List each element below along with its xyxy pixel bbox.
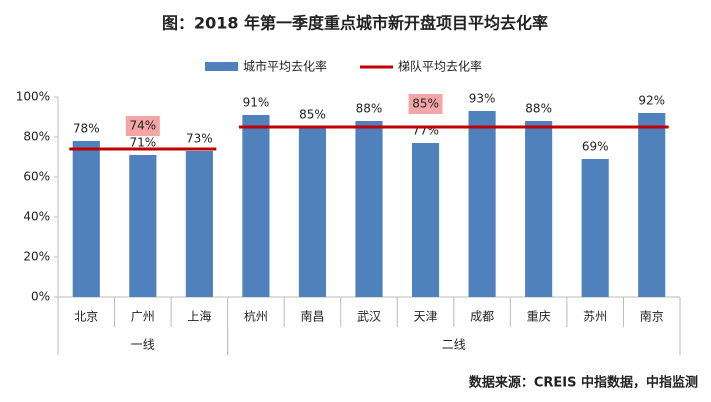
chart-title: 图：2018 年第一季度重点城市新开盘项目平均去化率: [162, 14, 548, 33]
tier-label: 74%: [129, 119, 156, 133]
y-tick-label: 0%: [31, 290, 50, 304]
x-tick-label: 天津: [414, 310, 438, 324]
x-tick-label: 武汉: [357, 310, 381, 324]
tier-label: 85%: [412, 97, 439, 111]
value-label: 91%: [243, 96, 270, 110]
bar: [581, 159, 609, 297]
bar: [355, 121, 383, 297]
value-label: 69%: [582, 140, 609, 154]
bar: [638, 113, 666, 297]
tier-label-box: [125, 116, 160, 136]
value-label: 73%: [186, 132, 213, 146]
bar: [72, 141, 100, 297]
value-label: 92%: [638, 94, 665, 108]
y-tick-label: 100%: [16, 90, 50, 104]
x-tick-label: 广州: [131, 310, 155, 324]
x-tick-label: 杭州: [244, 309, 268, 324]
bar: [468, 111, 496, 297]
value-label: 78%: [73, 122, 100, 136]
bar: [411, 143, 440, 297]
value-label: 88%: [525, 102, 552, 116]
x-tick-label: 苏州: [583, 310, 607, 324]
y-tick-label: 20%: [23, 250, 50, 264]
x-tick-label: 上海: [187, 309, 211, 324]
bar: [242, 115, 270, 297]
bar: [185, 151, 213, 297]
source-note: 数据来源：CREIS 中指数据，中指监测: [469, 375, 698, 391]
x-tick-label: 成都: [470, 310, 494, 324]
bar: [129, 155, 157, 297]
value-label: 88%: [356, 102, 383, 116]
value-label: 93%: [469, 92, 496, 106]
value-label: 85%: [299, 108, 326, 122]
y-tick-label: 60%: [23, 170, 50, 184]
tier-label-box: [408, 94, 443, 114]
x-tick-label: 南昌: [300, 309, 324, 324]
legend-label: 城市平均去化率: [243, 59, 327, 74]
group-label: 二线: [442, 338, 466, 352]
bar: [298, 127, 327, 297]
y-tick-label: 40%: [23, 210, 50, 224]
y-tick-label: 80%: [23, 130, 50, 144]
x-tick-label: 北京: [74, 310, 98, 324]
x-tick-label: 重庆: [527, 310, 551, 324]
group-label: 一线: [131, 338, 155, 352]
legend-swatch: [205, 62, 238, 71]
bar: [525, 121, 553, 297]
value-label: 71%: [129, 136, 156, 150]
x-tick-label: 南京: [640, 309, 664, 324]
legend-label: 梯队平均去化率: [398, 59, 482, 74]
